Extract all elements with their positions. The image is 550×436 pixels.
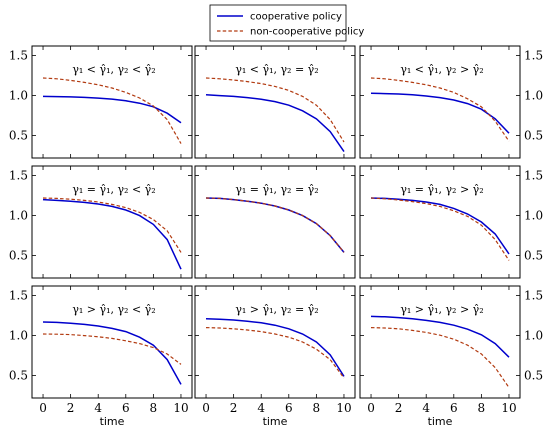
x-tick-label: 0: [202, 401, 210, 415]
y-tick-label: 1.0: [524, 209, 543, 223]
x-tick-label: 8: [313, 401, 321, 415]
panel-frame: [359, 45, 521, 159]
x-tick-label: 8: [150, 401, 158, 415]
panel-2: γ₁ < γ̂₁, γ₂ = γ̂₂: [194, 45, 356, 159]
x-tick-label: 2: [230, 401, 238, 415]
panel-grid: 0.5 1.0 1.5 γ₁ < γ̂₁, γ₂ < γ̂₂ γ₁ < γ̂₁, γ₂ …: [9, 45, 543, 428]
series-line-cooperative: [370, 197, 510, 255]
panel-7: 0.5 1.0 1.5 0 2 4 6 8 10 time γ₁ > γ̂₁, γ₂ < γ̂₂: [9, 285, 193, 428]
x-tick-label: 2: [395, 401, 403, 415]
series-line-noncooperative: [370, 327, 510, 388]
panel-frame: [31, 45, 193, 159]
series-line-noncooperative: [42, 77, 182, 144]
panel-5: γ₁ = γ̂₁, γ₂ = γ̂₂: [194, 165, 356, 279]
x-tick-label: 8: [478, 401, 486, 415]
y-tick-label: 0.5: [9, 369, 28, 383]
y-tick-label: 1.0: [9, 329, 28, 343]
panel-frame: [194, 285, 356, 399]
series-line-noncooperative: [42, 197, 182, 253]
panel-3: 0.5 1.0 1.5 γ₁ < γ̂₁, γ₂ > γ̂₂: [359, 45, 543, 159]
series-line-cooperative: [370, 315, 510, 358]
series-line-cooperative: [42, 321, 182, 385]
x-tick-label: 10: [173, 401, 188, 415]
series-line-noncooperative: [370, 197, 510, 261]
y-tick-label: 1.5: [9, 49, 28, 63]
legend-box: [209, 4, 347, 42]
panel-9: 0.5 1.0 1.5 0 2 4 6 8 10 time γ₁ > γ̂₁, γ₂ > γ̂₂: [359, 285, 543, 428]
y-tick-label: 1.0: [9, 209, 28, 223]
series-line-cooperative: [205, 94, 345, 153]
panel-title: γ₁ < γ̂₁, γ₂ = γ̂₂: [235, 63, 318, 76]
series-line-cooperative: [42, 198, 182, 270]
y-tick-label: 1.5: [9, 169, 28, 183]
x-tick-label: 4: [257, 401, 265, 415]
panel-frame: [359, 285, 521, 399]
y-tick-label: 0.5: [524, 249, 543, 263]
series-line-noncooperative: [205, 197, 345, 253]
series-line-cooperative: [42, 95, 182, 124]
panel-title: γ₁ > γ̂₁, γ₂ = γ̂₂: [235, 303, 318, 316]
x-axis-label: time: [263, 415, 288, 428]
panel-title: γ₁ > γ̂₁, γ₂ > γ̂₂: [400, 303, 483, 316]
series-line-noncooperative: [370, 77, 510, 142]
x-tick-label: 6: [285, 401, 293, 415]
panel-4: 0.5 1.0 1.5 γ₁ = γ̂₁, γ₂ < γ̂₂: [9, 165, 193, 279]
series-line-cooperative: [205, 318, 345, 377]
x-tick-label: 10: [501, 401, 516, 415]
panel-title: γ₁ = γ̂₁, γ₂ > γ̂₂: [400, 183, 483, 196]
panel-8: 0 2 4 6 8 10 time γ₁ > γ̂₁, γ₂ = γ̂₂: [194, 285, 356, 428]
x-tick-label: 0: [367, 401, 375, 415]
series-line-cooperative: [370, 92, 510, 134]
panel-title: γ₁ < γ̂₁, γ₂ > γ̂₂: [400, 63, 483, 76]
panel-title: γ₁ < γ̂₁, γ₂ < γ̂₂: [72, 63, 155, 76]
y-tick-label: 0.5: [9, 249, 28, 263]
y-tick-label: 1.5: [9, 289, 28, 303]
x-tick-label: 6: [450, 401, 458, 415]
y-tick-label: 1.5: [524, 49, 543, 63]
panel-title: γ₁ > γ̂₁, γ₂ < γ̂₂: [72, 303, 155, 316]
y-tick-label: 0.5: [9, 129, 28, 143]
x-tick-label: 0: [39, 401, 47, 415]
x-tick-label: 2: [67, 401, 75, 415]
x-tick-label: 4: [422, 401, 430, 415]
panel-title: γ₁ = γ̂₁, γ₂ = γ̂₂: [235, 183, 318, 196]
y-tick-label: 1.5: [524, 289, 543, 303]
y-tick-label: 0.5: [524, 129, 543, 143]
series-line-noncooperative: [42, 333, 182, 365]
legend: cooperative policy non-cooperative polic…: [209, 4, 364, 42]
x-axis-label: time: [428, 415, 453, 428]
panel-6: 0.5 1.0 1.5 γ₁ = γ̂₁, γ₂ > γ̂₂: [359, 165, 543, 279]
y-tick-label: 0.5: [524, 369, 543, 383]
x-tick-label: 6: [122, 401, 130, 415]
x-tick-label: 10: [336, 401, 351, 415]
panel-frame: [194, 165, 356, 279]
series-line-noncooperative: [205, 77, 345, 143]
y-tick-label: 1.5: [524, 169, 543, 183]
panel-frame: [31, 165, 193, 279]
panel-frame: [194, 45, 356, 159]
panel-frame: [359, 165, 521, 279]
panel-frame: [31, 285, 193, 399]
legend-label-cooperative: cooperative policy: [250, 12, 342, 23]
y-tick-label: 1.0: [524, 329, 543, 343]
y-tick-label: 1.0: [524, 89, 543, 103]
panel-title: γ₁ = γ̂₁, γ₂ < γ̂₂: [72, 183, 155, 196]
series-line-noncooperative: [205, 327, 345, 379]
panel-1: 0.5 1.0 1.5 γ₁ < γ̂₁, γ₂ < γ̂₂: [9, 45, 193, 159]
y-tick-label: 1.0: [9, 89, 28, 103]
legend-label-noncooperative: non-cooperative policy: [250, 27, 364, 38]
x-tick-label: 4: [94, 401, 102, 415]
x-axis-label: time: [100, 415, 125, 428]
